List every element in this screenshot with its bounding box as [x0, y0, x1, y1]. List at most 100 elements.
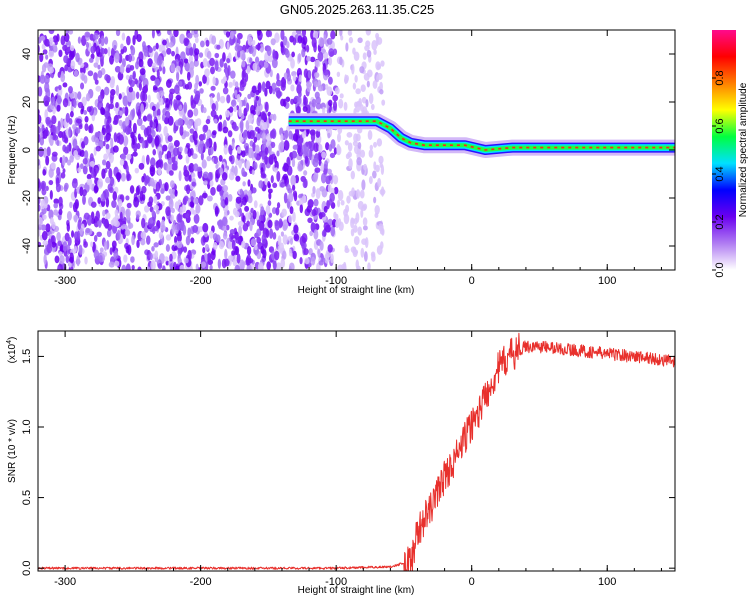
noise-speckle [142, 141, 145, 149]
noise-speckle [196, 118, 201, 126]
noise-speckle [129, 75, 133, 81]
noise-speckle [205, 244, 209, 250]
noise-speckle [130, 65, 135, 71]
noise-speckle [42, 64, 46, 73]
noise-speckle [338, 99, 343, 109]
noise-speckle [280, 30, 284, 41]
noise-speckle [291, 52, 295, 58]
noise-speckle [140, 239, 145, 246]
noise-speckle [213, 242, 218, 250]
noise-speckle [264, 155, 268, 165]
noise-speckle [150, 178, 154, 186]
noise-speckle [69, 253, 74, 264]
noise-speckle [378, 223, 383, 231]
noise-speckle [267, 220, 272, 229]
noise-speckle [375, 61, 380, 70]
y-tick-label: -40 [21, 238, 33, 254]
noise-speckle [175, 201, 180, 210]
noise-speckle [236, 197, 242, 204]
noise-speckle [308, 70, 312, 78]
noise-speckle [226, 58, 230, 63]
noise-speckle [57, 241, 61, 247]
noise-speckle [380, 60, 384, 66]
noise-speckle [318, 144, 322, 153]
noise-speckle [58, 85, 62, 90]
noise-speckle [214, 119, 218, 124]
noise-speckle [133, 71, 136, 79]
noise-speckle [226, 94, 230, 103]
noise-speckle [229, 172, 235, 181]
colorbar-tick-label: 0.8 [714, 70, 726, 85]
noise-speckle [371, 104, 375, 110]
noise-speckle [90, 241, 93, 247]
noise-speckle [222, 217, 228, 226]
noise-speckle [84, 150, 88, 159]
noise-speckle [45, 117, 51, 125]
noise-speckle [363, 164, 367, 171]
noise-speckle [114, 221, 120, 227]
noise-speckle [114, 52, 120, 63]
noise-speckle [43, 254, 46, 265]
noise-speckle [121, 173, 126, 182]
noise-speckle [241, 241, 245, 248]
noise-speckle [284, 193, 288, 204]
noise-speckle [208, 172, 213, 181]
noise-speckle [63, 241, 68, 252]
noise-speckle [330, 30, 335, 39]
noise-speckle [229, 156, 233, 162]
noise-speckle [136, 92, 139, 99]
noise-speckle [201, 261, 206, 268]
noise-speckle [245, 212, 251, 220]
colorbar-gradient [712, 30, 736, 270]
noise-speckle [335, 87, 340, 94]
noise-speckle [108, 103, 114, 109]
noise-speckle [346, 75, 349, 82]
noise-speckle [280, 41, 283, 47]
noise-speckle [42, 231, 48, 241]
noise-speckle [234, 165, 238, 176]
noise-speckle [276, 80, 282, 87]
noise-speckle [174, 190, 177, 197]
noise-speckle [341, 200, 345, 206]
noise-speckle [348, 158, 353, 169]
noise-speckle [97, 178, 103, 188]
noise-speckle [298, 138, 302, 144]
noise-speckle [340, 35, 343, 41]
noise-speckle [223, 87, 229, 94]
noise-speckle [268, 145, 272, 155]
noise-speckle [173, 125, 176, 133]
noise-speckle [51, 97, 55, 106]
noise-speckle [162, 114, 165, 122]
noise-speckle [160, 225, 166, 232]
noise-speckle [302, 36, 307, 45]
noise-speckle [37, 204, 41, 212]
noise-speckle [322, 107, 325, 114]
noise-speckle [122, 33, 126, 41]
noise-speckle [360, 190, 365, 199]
noise-speckle [313, 229, 318, 240]
noise-speckle [199, 88, 204, 94]
noise-speckle [240, 50, 246, 60]
noise-speckle [358, 201, 364, 210]
colorbar-tick-label: 0.6 [714, 118, 726, 133]
noise-speckle [149, 196, 154, 204]
noise-speckle [204, 232, 208, 238]
noise-speckle [322, 230, 327, 237]
noise-speckle [276, 150, 279, 156]
noise-speckle [314, 72, 319, 78]
noise-speckle [355, 88, 361, 94]
noise-speckle [187, 109, 193, 117]
noise-speckle [207, 51, 212, 59]
noise-speckle [320, 212, 326, 217]
noise-speckle [165, 206, 171, 216]
noise-speckle [288, 131, 292, 140]
noise-speckle [301, 49, 305, 58]
noise-speckle [206, 139, 209, 148]
noise-speckle [289, 249, 292, 257]
noise-speckle [183, 225, 187, 236]
noise-speckle [104, 87, 109, 96]
snr-background [38, 331, 675, 571]
noise-speckle [278, 235, 282, 246]
noise-speckle [44, 75, 50, 85]
noise-speckle [187, 82, 192, 90]
